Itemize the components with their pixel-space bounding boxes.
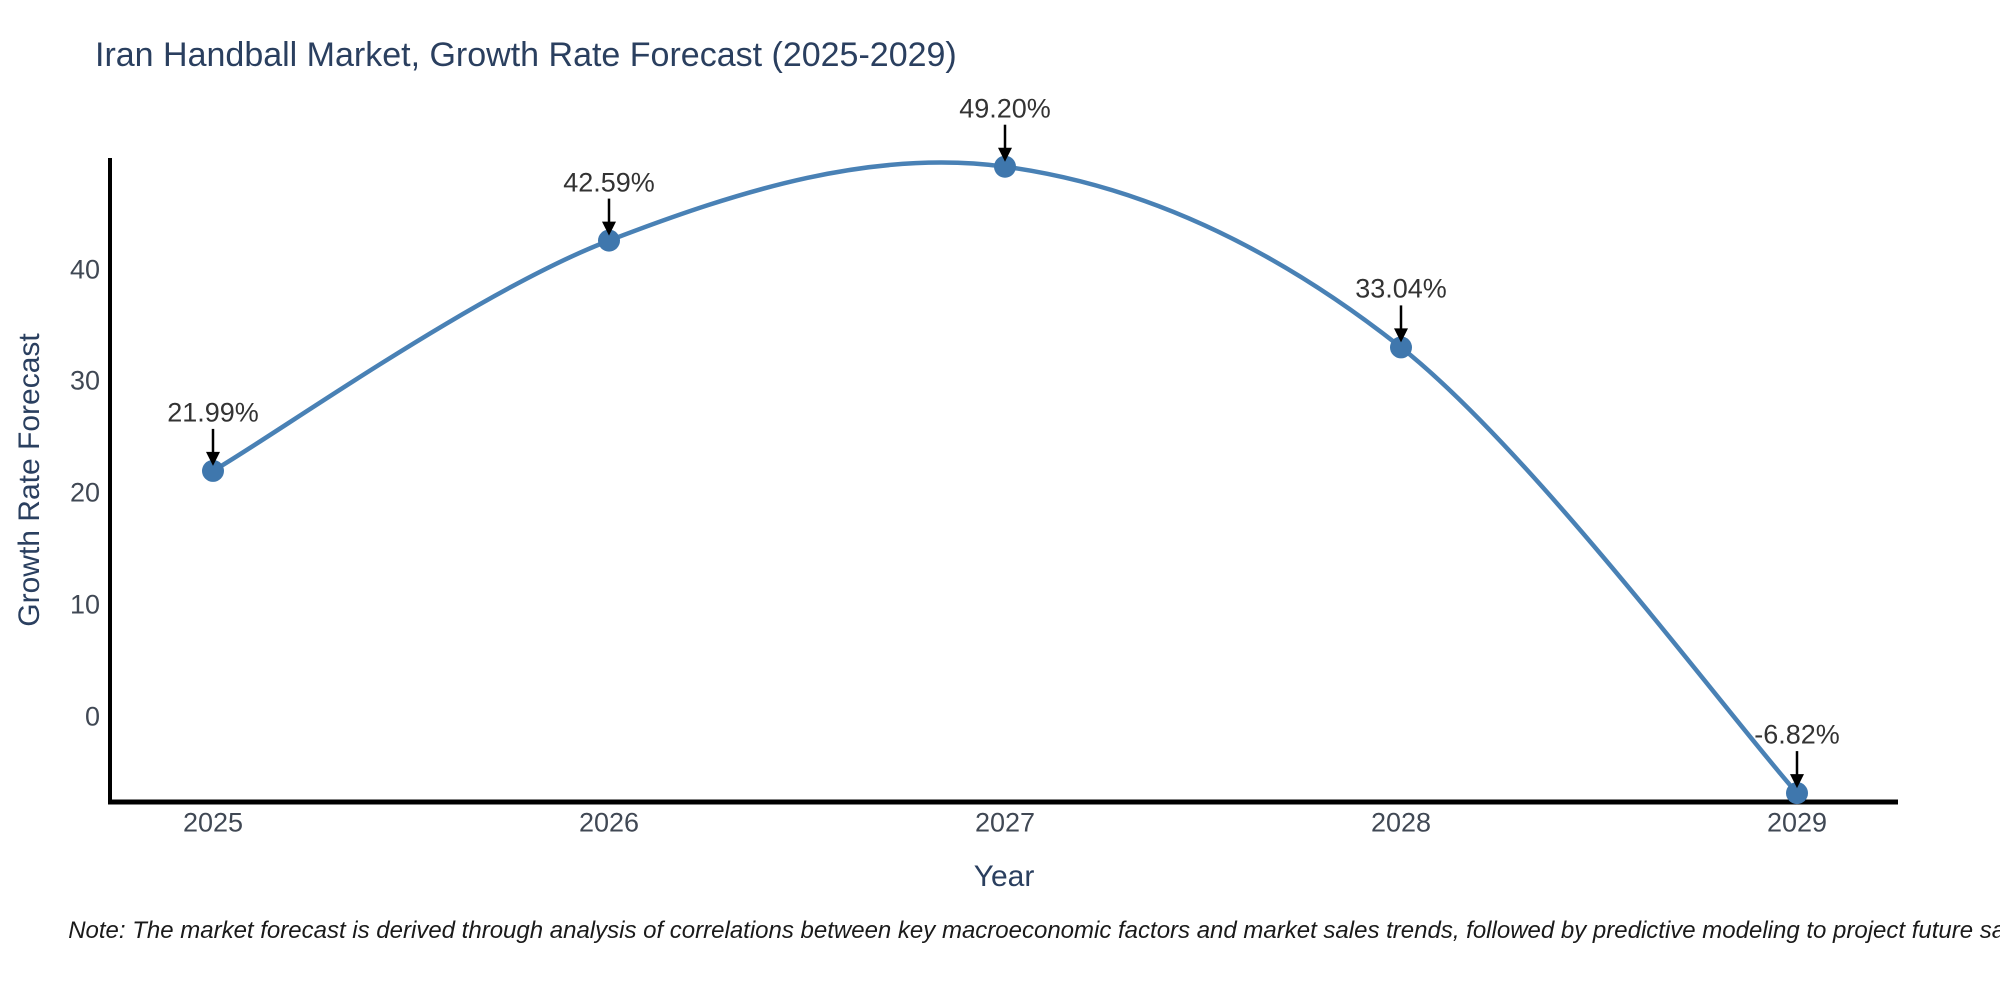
data-point-marker (1786, 782, 1808, 805)
point-annotation: 49.20% (959, 93, 1051, 124)
footnote: Note: The market forecast is derived thr… (68, 917, 2000, 944)
data-point-marker (202, 459, 224, 482)
annotation-arrowhead-icon (998, 147, 1012, 162)
x-tick-label: 2027 (974, 807, 1036, 838)
data-point-marker (1390, 336, 1412, 359)
annotation-arrowhead-icon (602, 221, 616, 236)
series-layer (202, 155, 1808, 805)
x-tick-label: 2028 (1370, 807, 1432, 838)
annotation-arrowhead-icon (1394, 328, 1408, 343)
annotation-arrow-layer (206, 124, 1804, 789)
y-tick-label: 20 (69, 477, 100, 508)
x-tick-label: 2026 (578, 807, 640, 838)
chart-title: Iran Handball Market, Growth Rate Foreca… (95, 36, 957, 74)
point-annotation: -6.82% (1754, 719, 1840, 750)
x-axis-title: Year (973, 860, 1035, 893)
data-point-marker (598, 229, 620, 252)
annotation-arrowhead-icon (206, 451, 220, 466)
y-tick-label: 40 (69, 254, 100, 285)
annotation-arrowhead-icon (1790, 774, 1804, 789)
point-annotation: 42.59% (563, 167, 655, 198)
data-point-marker (994, 155, 1016, 178)
forecast-curve (211, 160, 1799, 795)
point-annotation: 21.99% (167, 397, 259, 428)
y-tick-label: 0 (84, 701, 100, 732)
y-tick-label: 30 (69, 365, 100, 396)
y-tick-label: 10 (69, 589, 100, 620)
x-tick-label: 2029 (1766, 807, 1828, 838)
point-annotation: 33.04% (1355, 273, 1447, 304)
x-tick-label: 2025 (182, 807, 244, 838)
